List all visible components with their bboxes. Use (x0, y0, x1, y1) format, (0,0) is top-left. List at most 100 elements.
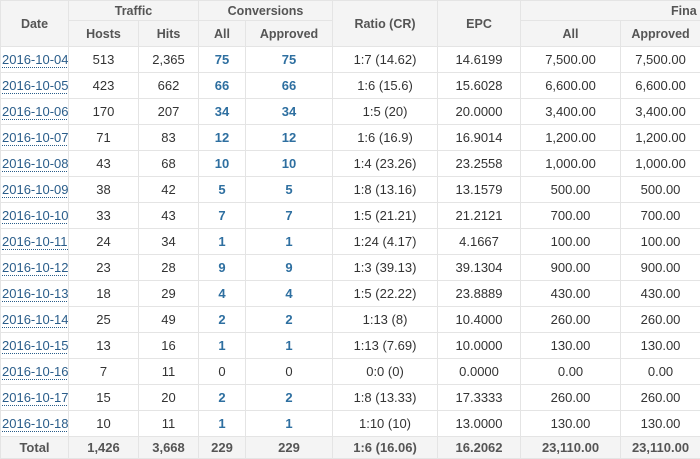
table-cell: 75 (246, 47, 333, 73)
date-cell: 2016-10-10 (1, 203, 69, 229)
table-cell: 4 (246, 281, 333, 307)
table-cell: 4.1667 (438, 229, 521, 255)
table-cell: 0.0000 (438, 359, 521, 385)
table-cell: 130.00 (521, 411, 621, 437)
table-cell: 100.00 (521, 229, 621, 255)
table-cell: 1,200.00 (521, 125, 621, 151)
date-link[interactable]: 2016-10-05 (2, 78, 69, 94)
date-cell: 2016-10-18 (1, 411, 69, 437)
date-link[interactable]: 2016-10-12 (2, 260, 69, 276)
table-cell: 68 (139, 151, 199, 177)
date-link[interactable]: 2016-10-10 (2, 208, 69, 224)
table-cell: 11 (139, 411, 199, 437)
total-cell: Total (1, 437, 69, 459)
date-link[interactable]: 2016-10-18 (2, 416, 69, 432)
table-cell: 207 (139, 99, 199, 125)
table-cell: 1 (246, 229, 333, 255)
table-cell: 2 (199, 307, 246, 333)
header-cell: All (521, 21, 621, 47)
table-cell: 260.00 (621, 385, 700, 411)
table-cell: 10.0000 (438, 333, 521, 359)
table-cell: 10 (69, 411, 139, 437)
table-cell: 3,400.00 (621, 99, 700, 125)
header-cell: All (199, 21, 246, 47)
table-cell: 1:5 (21.21) (333, 203, 438, 229)
table-cell: 66 (246, 73, 333, 99)
table-cell: 13.1579 (438, 177, 521, 203)
date-link[interactable]: 2016-10-15 (2, 338, 69, 354)
date-cell: 2016-10-11 (1, 229, 69, 255)
table-cell: 1:4 (23.26) (333, 151, 438, 177)
date-link[interactable]: 2016-10-11 (2, 234, 68, 250)
table-cell: 21.2121 (438, 203, 521, 229)
table-cell: 33 (69, 203, 139, 229)
table-cell: 13.0000 (438, 411, 521, 437)
table-cell: 17.3333 (438, 385, 521, 411)
header-cell: Date (1, 1, 69, 47)
table-cell: 43 (139, 203, 199, 229)
date-link[interactable]: 2016-10-16 (2, 364, 69, 380)
date-link[interactable]: 2016-10-09 (2, 182, 69, 198)
table-cell: 23.2558 (438, 151, 521, 177)
table-cell: 1,000.00 (621, 151, 700, 177)
table-cell: 25 (69, 307, 139, 333)
table-cell: 18 (69, 281, 139, 307)
date-link[interactable]: 2016-10-13 (2, 286, 69, 302)
date-link[interactable]: 2016-10-04 (2, 52, 69, 68)
table-cell: 1:7 (14.62) (333, 47, 438, 73)
table-cell: 513 (69, 47, 139, 73)
date-link[interactable]: 2016-10-06 (2, 104, 69, 120)
table-cell: 662 (139, 73, 199, 99)
date-link[interactable]: 2016-10-08 (2, 156, 69, 172)
table-cell: 7 (69, 359, 139, 385)
table-cell: 12 (199, 125, 246, 151)
table-cell: 1:3 (39.13) (333, 255, 438, 281)
date-link[interactable]: 2016-10-17 (2, 390, 69, 406)
table-cell: 83 (139, 125, 199, 151)
table-cell: 0:0 (0) (333, 359, 438, 385)
table-cell: 1,000.00 (521, 151, 621, 177)
table-cell: 6,600.00 (521, 73, 621, 99)
table-cell: 500.00 (621, 177, 700, 203)
table-cell: 5 (199, 177, 246, 203)
table-cell: 71 (69, 125, 139, 151)
date-link[interactable]: 2016-10-14 (2, 312, 69, 328)
date-link[interactable]: 2016-10-07 (2, 130, 69, 146)
table-cell: 2 (246, 385, 333, 411)
table-cell: 34 (246, 99, 333, 125)
table-cell: 3,400.00 (521, 99, 621, 125)
table-cell: 10.4000 (438, 307, 521, 333)
table-cell: 170 (69, 99, 139, 125)
table-cell: 1:5 (20) (333, 99, 438, 125)
table-cell: 260.00 (521, 307, 621, 333)
table-cell: 9 (199, 255, 246, 281)
date-cell: 2016-10-04 (1, 47, 69, 73)
table-cell: 34 (139, 229, 199, 255)
table-cell: 4 (199, 281, 246, 307)
header-cell: Approved (621, 21, 700, 47)
table-cell: 1 (199, 411, 246, 437)
table-cell: 700.00 (521, 203, 621, 229)
table-cell: 11 (139, 359, 199, 385)
table-cell: 1:8 (13.16) (333, 177, 438, 203)
table-cell: 130.00 (521, 333, 621, 359)
date-cell: 2016-10-14 (1, 307, 69, 333)
header-cell: Traffic (69, 1, 199, 21)
table-cell: 1:13 (8) (333, 307, 438, 333)
table-cell: 34 (199, 99, 246, 125)
table-cell: 2 (246, 307, 333, 333)
table-header: Date Traffic Conversions Ratio (CR) EPC … (1, 1, 700, 47)
total-cell: 229 (199, 437, 246, 459)
header-cell: EPC (438, 1, 521, 47)
table-cell: 66 (199, 73, 246, 99)
date-cell: 2016-10-12 (1, 255, 69, 281)
date-cell: 2016-10-17 (1, 385, 69, 411)
total-cell: 1,426 (69, 437, 139, 459)
